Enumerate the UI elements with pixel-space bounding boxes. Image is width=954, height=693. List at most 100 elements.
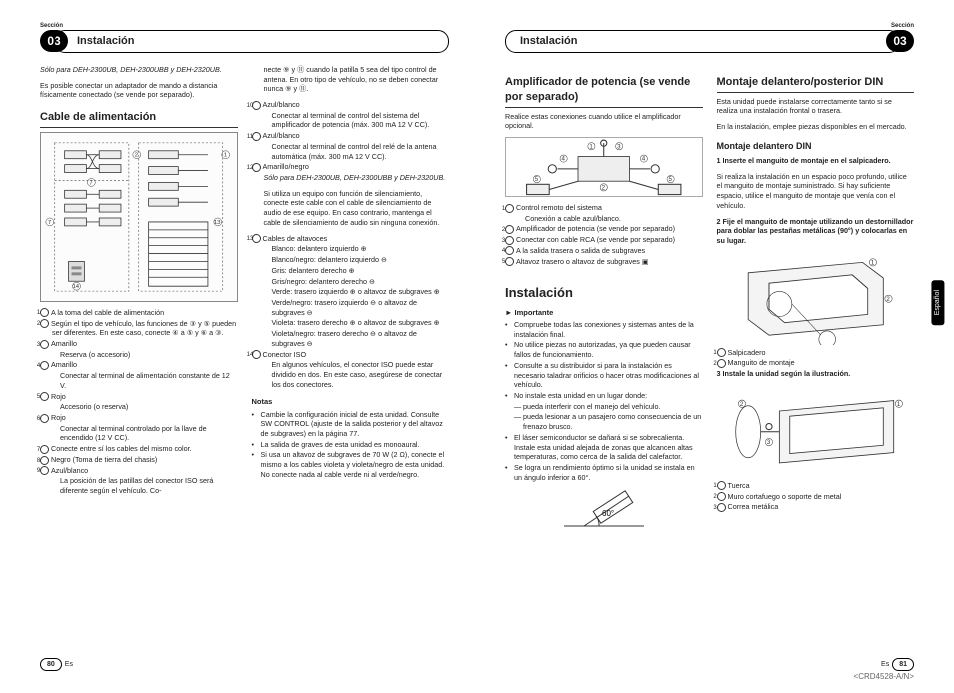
list-item: 5Rojo xyxy=(40,392,238,402)
intro-italic: Sólo para DEH-2300UB, DEH-2300UBB y DEH-… xyxy=(40,65,238,75)
din-heading: Montaje delantero/posterior DIN xyxy=(717,75,915,93)
list-item: pueda lesionar a un pasajero como consec… xyxy=(505,412,703,431)
list-item: Conexión a cable azul/blanco. xyxy=(505,214,703,224)
list-item: 1Control remoto del sistema xyxy=(505,203,703,213)
list-item: 10Azul/blanco xyxy=(252,100,450,110)
svg-text:5: 5 xyxy=(669,176,673,183)
list-item: Cambie la configuración inicial de esta … xyxy=(252,410,450,439)
page-lang: Es xyxy=(881,660,889,669)
list-item: Compruebe todas las conexiones y sistema… xyxy=(505,320,703,339)
svg-text:3: 3 xyxy=(766,439,770,446)
list-item: 2Según el tipo de vehículo, las funcione… xyxy=(40,319,238,338)
list-item: Accesorio (o reserva) xyxy=(40,402,238,412)
cable-heading: Cable de alimentación xyxy=(40,110,238,128)
list-item: En algunos vehículos, el conector ISO pu… xyxy=(252,360,450,389)
columns: Sólo para DEH-2300UB, DEH-2300UBB y DEH-… xyxy=(40,65,449,497)
list-item: Violeta/negro: trasero derecho ⊖ o altav… xyxy=(252,329,450,348)
amp-list: 1Control remoto del sistemaConexión a ca… xyxy=(505,203,703,266)
intro-text: Es posible conectar un adaptador de mand… xyxy=(40,81,238,100)
list-item: 2Muro cortafuego o soporte de metal xyxy=(717,492,915,502)
column-1: Amplificador de potencia (se vende por s… xyxy=(505,65,703,541)
section-badge: 03 xyxy=(886,30,914,52)
svg-text:7: 7 xyxy=(89,180,92,186)
svg-text:1: 1 xyxy=(224,153,227,159)
column-1: Sólo para DEH-2300UB, DEH-2300UBB y DEH-… xyxy=(40,65,238,497)
list-item: Blanco: delantero izquierdo ⊕ xyxy=(252,244,450,254)
header-row: 03 Instalación xyxy=(40,30,449,53)
list-item: 12Amarillo/negro xyxy=(252,162,450,172)
list-item: Gris/negro: delantero derecho ⊖ xyxy=(252,277,450,287)
list-item: Consulte a su distribuidor si para la in… xyxy=(505,361,703,390)
cable-diagram: 1 2 7 7 14 13 xyxy=(40,132,238,302)
list-item: 6Rojo xyxy=(40,413,238,423)
list-item: Blanco/negro: delantero izquierdo ⊖ xyxy=(252,255,450,265)
amp-heading: Amplificador de potencia (se vende por s… xyxy=(505,75,703,108)
svg-text:1: 1 xyxy=(589,143,593,150)
section-label: Sección xyxy=(40,22,63,30)
svg-text:4: 4 xyxy=(642,156,646,163)
list-item: 3Amarillo xyxy=(40,339,238,349)
list-item: No instale esta unidad en un lugar donde… xyxy=(505,391,703,401)
angle-diagram: 60° xyxy=(505,486,703,536)
col2-list: 10Azul/blanco Conectar al terminal de con… xyxy=(252,100,450,172)
language-tab: Español xyxy=(931,280,944,325)
header-title: Instalación xyxy=(54,30,449,53)
list-item: 11Azul/blanco xyxy=(252,131,450,141)
list-item: Gris: delantero derecho ⊕ xyxy=(252,266,450,276)
mount-diagram: 1 2 xyxy=(717,252,915,342)
list-item: Conectar al terminal de alimentación con… xyxy=(40,371,238,390)
step1: 1 Inserte el manguito de montaje en el s… xyxy=(717,156,915,166)
section-label: Sección xyxy=(891,22,914,30)
cable-list: 1A la toma del cable de alimentación2Seg… xyxy=(40,308,238,496)
list-item: pueda interferir con el manejo del vehíc… xyxy=(505,402,703,412)
list-item: 4A la salida trasera o salida de subgrav… xyxy=(505,246,703,256)
mount-list: 1Salpicadero2Manguito de montaje xyxy=(717,348,915,368)
list-item: 13Cables de altavoces xyxy=(252,234,450,244)
list-item: 3Conectar con cable RCA (se vende por se… xyxy=(505,235,703,245)
page-number: 80 Es xyxy=(40,658,73,671)
list-item: La posición de las patillas del conector… xyxy=(40,476,238,495)
list-item: Si usa un altavoz de subgraves de 70 W (… xyxy=(252,450,450,479)
din-front-heading: Montaje delantero DIN xyxy=(717,140,915,152)
installation-bullets: Compruebe todas las conexiones y sistema… xyxy=(505,320,703,483)
col2-italic: Sólo para DEH-2300UB, DEH-2300UBB y DEH-… xyxy=(252,173,450,183)
svg-text:1: 1 xyxy=(870,259,874,266)
list-item: Verde/negro: trasero izquierdo ⊖ o altav… xyxy=(252,298,450,317)
page-spread: Sección 03 Instalación Sólo para DEH-230… xyxy=(0,0,954,693)
svg-text:7: 7 xyxy=(48,220,51,226)
page-num-badge: 81 xyxy=(892,658,914,671)
col2-after-italic: Si utiliza un equipo con función de sile… xyxy=(252,189,450,228)
svg-text:60°: 60° xyxy=(602,509,614,518)
list-item: 2Amplificador de potencia (se vende por … xyxy=(505,224,703,234)
list-item: 14Conector ISO xyxy=(252,350,450,360)
list-item: Conectar al terminal de control del relé… xyxy=(252,142,450,161)
column-2: Montaje delantero/posterior DIN Esta uni… xyxy=(717,65,915,541)
header-row: Instalación 03 xyxy=(505,30,914,53)
page-number: Es 81 xyxy=(881,658,914,671)
header-title: Instalación xyxy=(505,30,900,53)
list-item: Verde: trasero izquierdo ⊕ o altavoz de … xyxy=(252,287,450,297)
install-list: 1Tuerca2Muro cortafuego o soporte de met… xyxy=(717,481,915,512)
list-item: 2Manguito de montaje xyxy=(717,358,915,368)
notas-list: Cambie la configuración inicial de esta … xyxy=(252,410,450,480)
list-item: 7Conecte entre sí los cables del mismo c… xyxy=(40,444,238,454)
page-lang: Es xyxy=(65,660,73,669)
list-item: 4Amarillo xyxy=(40,360,238,370)
svg-text:2: 2 xyxy=(739,401,743,408)
list-item: Se logra un rendimiento óptimo si la uni… xyxy=(505,463,703,482)
list-item: 8Negro (Toma de tierra del chasis) xyxy=(40,455,238,465)
svg-text:5: 5 xyxy=(535,176,539,183)
col2-top: necte ⑨ y ⑪ cuando la patilla 5 sea del … xyxy=(252,65,450,94)
svg-text:2: 2 xyxy=(602,184,606,191)
list-item: La salida de graves de esta unidad es mo… xyxy=(252,440,450,450)
list-item: Conectar al terminal controlado por la l… xyxy=(40,424,238,443)
step2: 2 Fije el manguito de montaje utilizando… xyxy=(717,217,915,246)
list-item: El láser semiconductor se dañará si se s… xyxy=(505,433,703,462)
install-diagram: 1 2 3 xyxy=(717,385,915,475)
svg-text:2: 2 xyxy=(886,296,890,303)
amp-text: Realice estas conexiones cuando utilice … xyxy=(505,112,703,131)
columns: Amplificador de potencia (se vende por s… xyxy=(505,65,914,541)
installation-heading: Instalación xyxy=(505,284,703,304)
svg-text:1: 1 xyxy=(896,401,900,408)
important-label: Importante xyxy=(505,308,703,318)
